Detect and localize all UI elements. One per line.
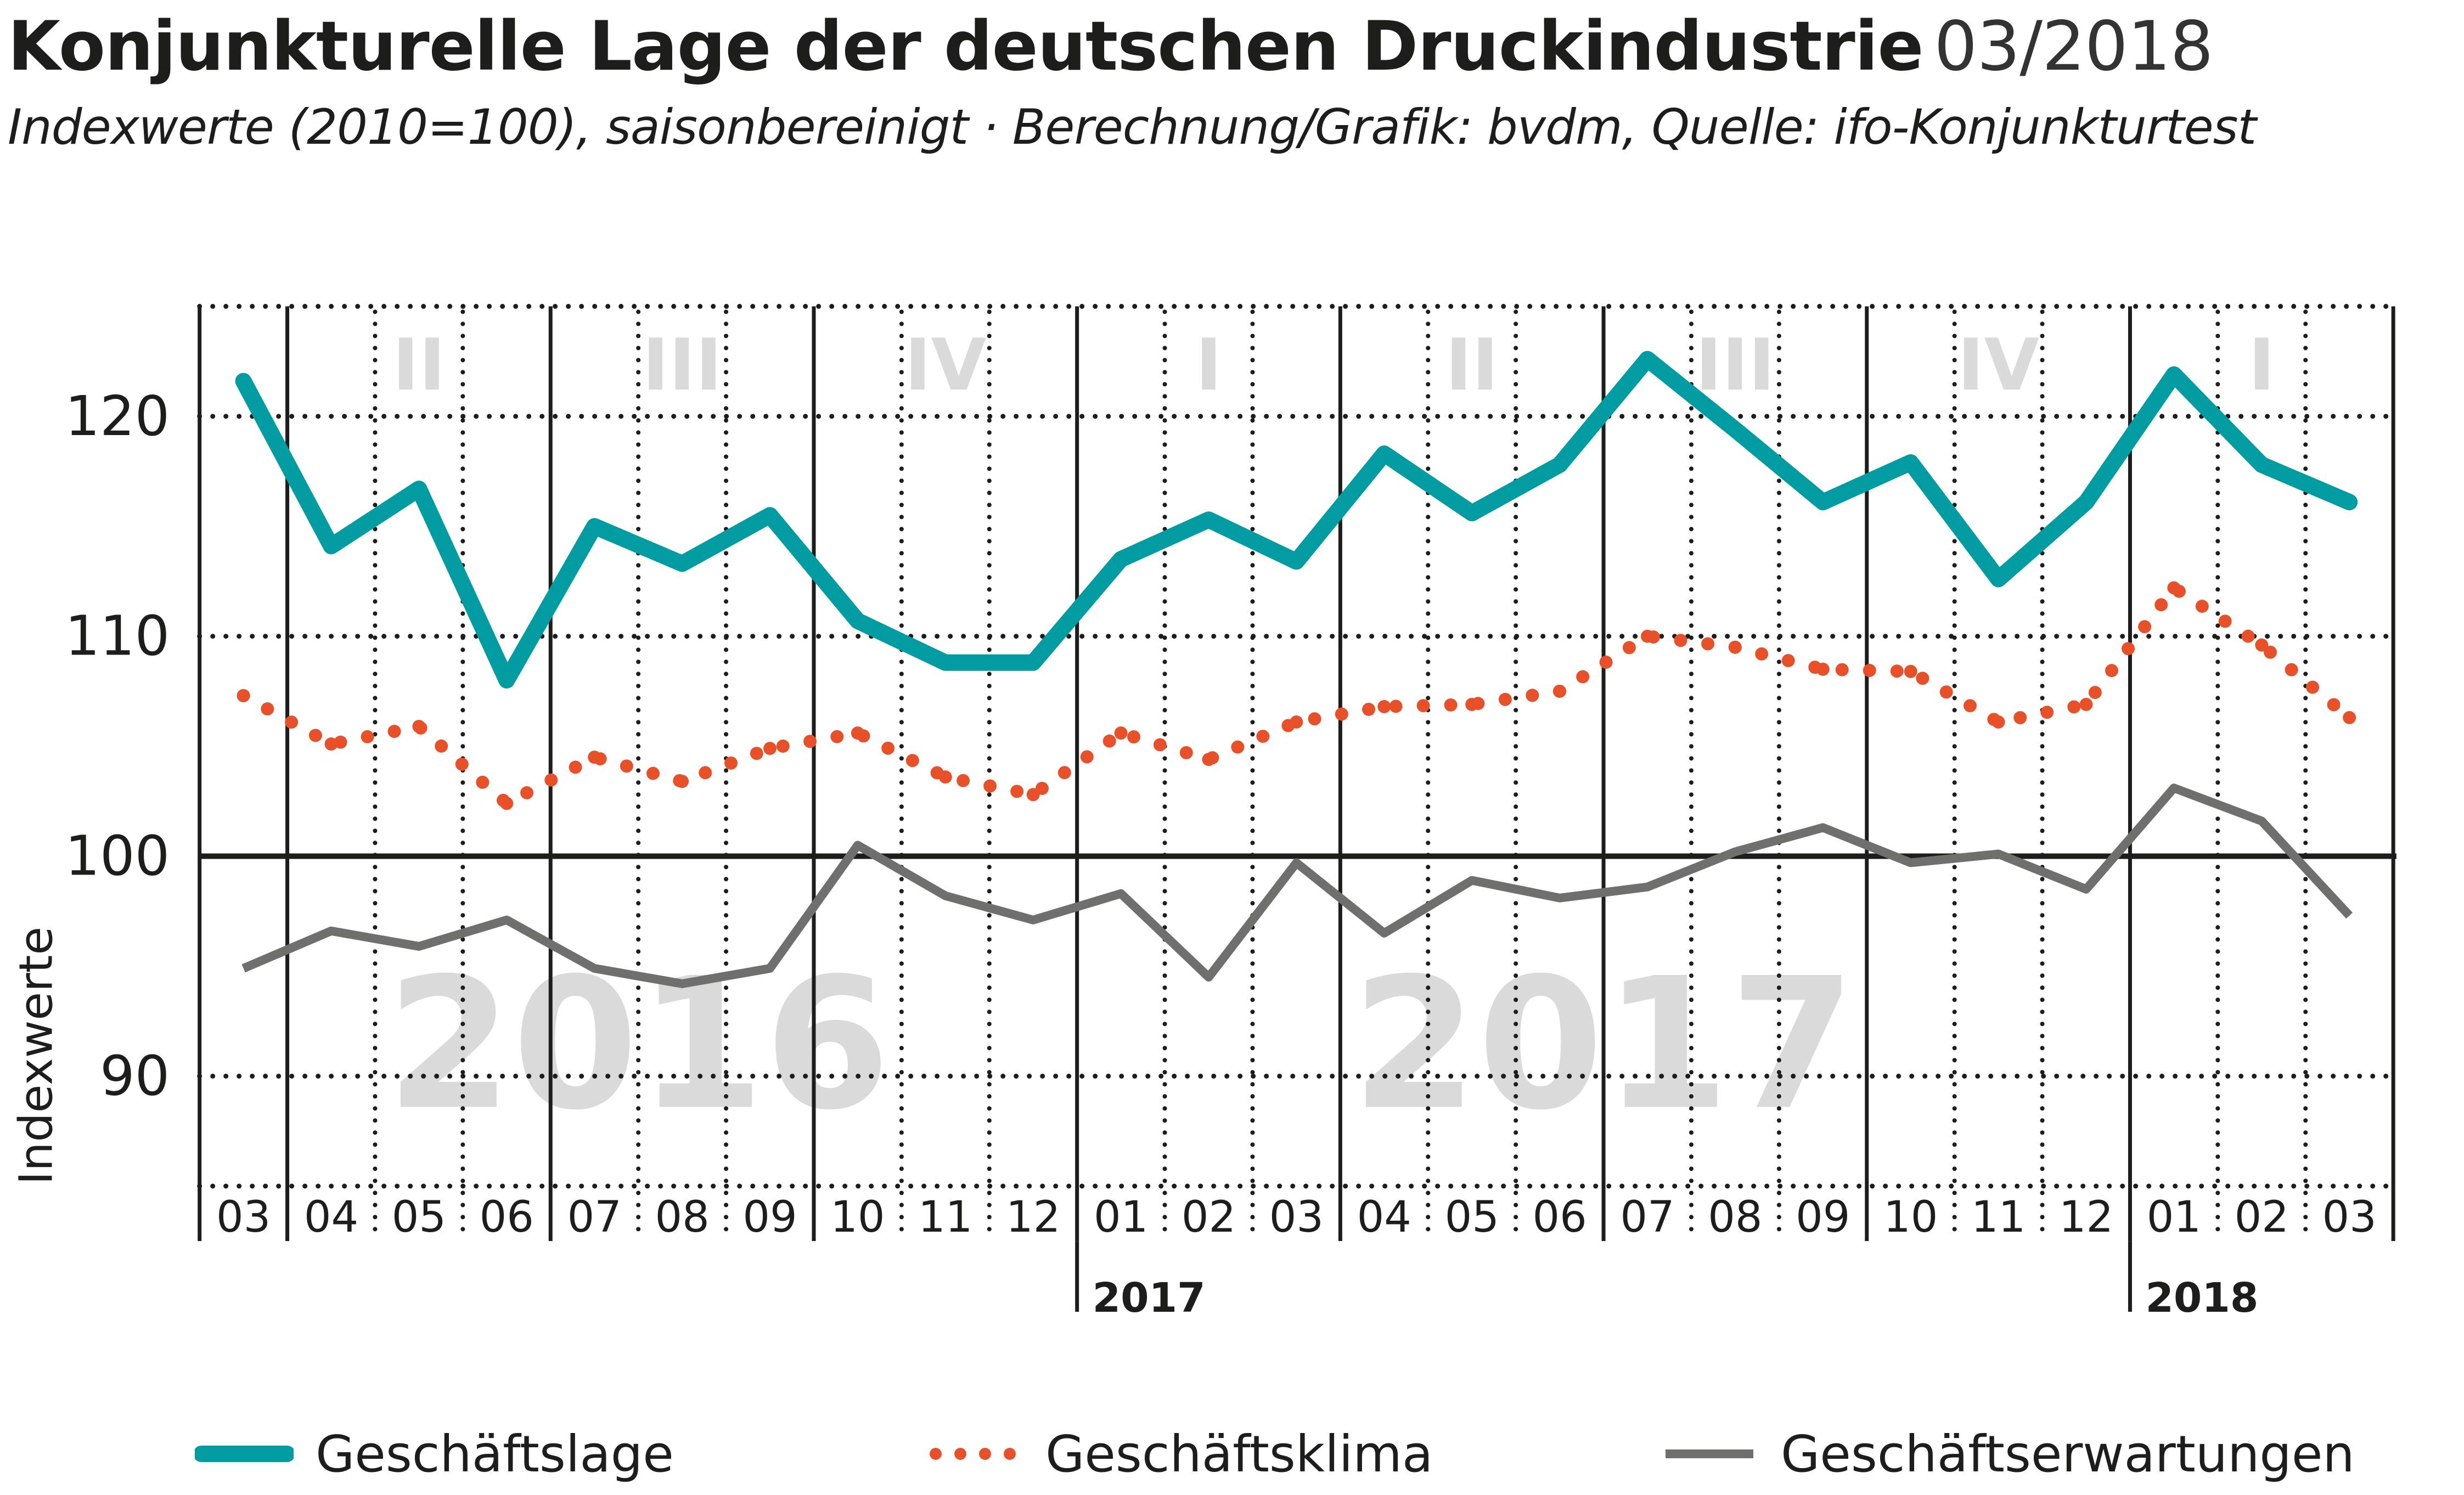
series-line-geschäftslage <box>235 351 2358 689</box>
data-point <box>588 751 601 764</box>
x-tick-label: 05 <box>392 1193 446 1242</box>
x-tick-label: 12 <box>1006 1193 1060 1242</box>
x-tick-label: 09 <box>1796 1193 1850 1242</box>
quarter-label: I <box>1195 323 1222 407</box>
thick-teal-line-icon <box>195 1446 294 1462</box>
x-tick-label: 05 <box>1445 1193 1499 1242</box>
year-label: 2017 <box>1093 1274 1206 1322</box>
quarter-label: II <box>1445 323 1499 407</box>
y-tick-label: 90 <box>100 1044 170 1108</box>
y-tick-label: 120 <box>65 384 170 448</box>
data-point <box>2255 638 2269 652</box>
legend-label: Geschäftsklima <box>1045 1424 1433 1483</box>
data-point <box>2167 581 2181 595</box>
quarter-label: III <box>643 323 722 407</box>
data-point <box>1553 684 1567 698</box>
data-point <box>2079 698 2093 712</box>
quarter-label: IV <box>904 323 986 407</box>
x-tick-label: 04 <box>1357 1193 1411 1242</box>
x-tick-label: 11 <box>918 1193 972 1242</box>
data-point <box>1114 726 1128 740</box>
quarter-labels: II III IV I II III IV I <box>392 323 2275 407</box>
x-tick-label: 12 <box>2059 1193 2113 1242</box>
x-tick-label: 02 <box>1182 1193 1236 1242</box>
y-tick-label: 100 <box>65 824 170 888</box>
gray-line-icon <box>1666 1449 1753 1458</box>
data-point <box>1290 715 1303 729</box>
chart-subtitle: Indexwerte (2010=100), saisonbereinigt ·… <box>8 99 2257 155</box>
x-tick-label: 09 <box>742 1193 797 1242</box>
data-point <box>1377 700 1391 714</box>
x-tick-label: 06 <box>1532 1193 1587 1242</box>
data-point <box>412 720 426 734</box>
legend-label: Geschäftserwartungen <box>1781 1424 2355 1483</box>
legend-item-geschaeftslage: Geschäftslage <box>195 1421 674 1487</box>
chart-title-date: 03/2018 <box>1934 7 2213 86</box>
data-point <box>1641 629 1655 643</box>
x-tick-label: 01 <box>2147 1193 2201 1242</box>
data-point <box>1026 788 1040 802</box>
x-tick-label: 08 <box>655 1193 709 1242</box>
data-point <box>500 797 514 810</box>
x-tick-label: 10 <box>830 1193 885 1242</box>
data-point <box>1728 640 1742 654</box>
data-point <box>1992 715 2005 729</box>
quarter-label: IV <box>1957 323 2039 407</box>
series-group <box>235 351 2358 989</box>
series-line-geschäftsklima <box>237 581 2356 810</box>
y-axis-label: Indexwerte <box>9 927 63 1185</box>
x-tick-label: 03 <box>2322 1193 2377 1242</box>
data-point <box>763 742 777 755</box>
x-tick-label: 06 <box>480 1193 534 1242</box>
quarter-label: I <box>2248 323 2275 407</box>
x-tick-label: 08 <box>1708 1193 1762 1242</box>
data-point <box>2343 711 2356 725</box>
data-point <box>1202 753 1216 766</box>
x-tick-label: 01 <box>1094 1193 1148 1242</box>
x-tick-label: 03 <box>216 1193 271 1242</box>
x-tick-label: 03 <box>1269 1193 1324 1242</box>
data-point <box>851 726 864 740</box>
data-point <box>1816 662 1830 676</box>
data-point <box>1904 664 1917 678</box>
data-point <box>324 737 338 751</box>
x-tick-label: 10 <box>1883 1193 1938 1242</box>
series-line-geschäftserwartungen <box>241 783 2353 989</box>
x-tick-label: 02 <box>2235 1193 2289 1242</box>
quarter-label: III <box>1695 323 1775 407</box>
legend-item-geschaeftsklima: Geschäftsklima <box>925 1421 1433 1487</box>
axes: 90 100 110 120 Indexwerte 03 04 05 06 07 08 09 10 11 1… <box>9 384 2376 1322</box>
x-tick-label: 07 <box>1620 1193 1674 1242</box>
year-label: 2018 <box>2145 1274 2258 1322</box>
x-tick-label: 07 <box>567 1193 622 1242</box>
chart-title-main: Konjunkturelle Lage der deutschen Drucki… <box>8 7 1923 86</box>
legend-label: Geschäftslage <box>316 1424 674 1483</box>
legend-item-geschaeftserwartungen: Geschäftserwartungen <box>1660 1421 2355 1487</box>
chart-title: Konjunkturelle Lage der deutschen Drucki… <box>8 5 2214 88</box>
data-point <box>676 775 689 788</box>
y-tick-label: 110 <box>65 604 170 668</box>
grid <box>197 303 2397 1244</box>
data-point <box>1465 698 1479 712</box>
quarter-label: II <box>392 323 446 407</box>
orange-dotted-line-icon <box>930 1448 1016 1460</box>
x-tick-label: 04 <box>304 1193 358 1242</box>
x-tick-label: 11 <box>1971 1193 2026 1242</box>
data-point <box>237 689 250 702</box>
data-point <box>938 770 952 784</box>
